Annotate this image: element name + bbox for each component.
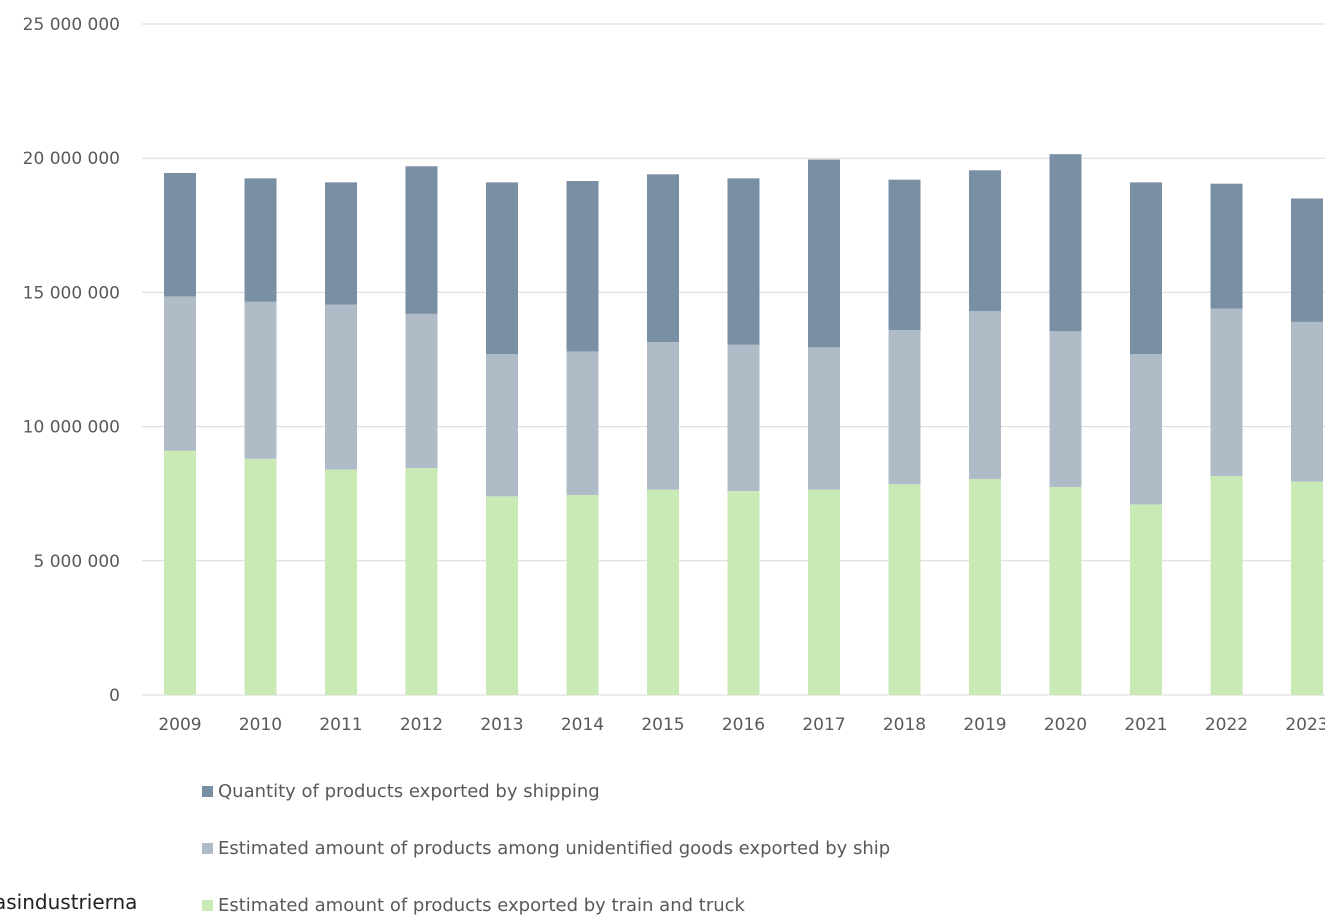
bar-segment — [1291, 321, 1323, 482]
x-tick-label: 2011 — [319, 715, 362, 735]
bar-segment — [888, 179, 921, 330]
x-tick-label: 2013 — [480, 715, 523, 735]
y-tick-label: 0 — [109, 686, 120, 706]
bar-segment — [325, 182, 357, 305]
y-tick-label: 15 000 000 — [23, 283, 120, 303]
x-tick-label: 2021 — [1124, 715, 1167, 735]
bar-segment — [1291, 481, 1323, 695]
bar-segment — [808, 159, 840, 348]
x-tick-label: 2019 — [963, 715, 1006, 735]
bar-segment — [969, 170, 1001, 312]
bar-segment — [1210, 183, 1243, 309]
legend-item: Estimated amount of products exported by… — [202, 891, 1202, 919]
bar-segment — [1130, 354, 1162, 505]
bar-segment — [1049, 331, 1082, 487]
x-tick-label: 2012 — [400, 715, 443, 735]
bar-segment — [888, 329, 921, 485]
bar-segment — [647, 174, 679, 343]
bar-segment — [486, 354, 518, 497]
bar-segment — [405, 313, 438, 469]
bar-segment — [164, 296, 196, 451]
legend-swatch — [202, 899, 213, 911]
bar-segment — [244, 301, 277, 459]
bar-segment — [1210, 308, 1243, 477]
legend: Quantity of products exported by shippin… — [202, 777, 1202, 919]
bar-segment — [164, 450, 196, 695]
y-tick-label: 5 000 000 — [33, 552, 120, 572]
bar-segment — [727, 344, 760, 492]
y-tick-label: 20 000 000 — [23, 149, 120, 169]
x-tick-label: 2009 — [158, 715, 201, 735]
bar-segment — [647, 342, 679, 490]
bar-segment — [969, 311, 1001, 479]
bar-segment — [325, 304, 357, 470]
x-tick-label: 2020 — [1044, 715, 1087, 735]
bar-segment — [969, 478, 1001, 695]
bar-segment — [405, 166, 438, 314]
source-text: asindustrierna — [0, 890, 138, 914]
x-tick-label: 2018 — [883, 715, 926, 735]
bar-segment — [1130, 504, 1162, 695]
bar-segment — [405, 468, 438, 695]
legend-swatch — [202, 785, 213, 797]
bar-segment — [647, 489, 679, 695]
x-axis-tick-labels: 2009 2010 2011 2012 2013 2014 2015 2016 2017 2018… — [158, 715, 1325, 735]
bar-segment — [244, 458, 277, 695]
y-tick-label: 25 000 000 — [23, 15, 120, 35]
bar-segment — [727, 491, 760, 695]
x-tick-label: 2014 — [561, 715, 604, 735]
bar-segment — [566, 181, 599, 352]
bar-segment — [1210, 476, 1243, 695]
bar-segment — [888, 484, 921, 695]
bar-segment — [566, 351, 599, 496]
bar-segment — [808, 347, 840, 490]
bar-segment — [486, 182, 518, 355]
legend-item: Quantity of products exported by shippin… — [202, 777, 1202, 805]
x-tick-label: 2017 — [802, 715, 845, 735]
x-tick-label: 2016 — [722, 715, 765, 735]
bar-segment — [164, 172, 196, 297]
bar-segment — [325, 469, 357, 695]
bar-segment — [486, 496, 518, 695]
bar-segment — [727, 178, 760, 345]
legend-label: Quantity of products exported by shippin… — [218, 780, 600, 802]
x-tick-label: 2022 — [1205, 715, 1248, 735]
legend-swatch — [202, 842, 213, 854]
legend-label: Estimated amount of products among unide… — [218, 837, 891, 859]
x-tick-label: 2023 — [1285, 715, 1325, 735]
bar-segment — [1130, 182, 1162, 355]
bar-segment — [566, 495, 599, 695]
stacked-bar-chart: 0 5 000 000 10 000 000 15 000 000 20 000 000… — [23, 15, 1325, 735]
bar-segment — [1049, 154, 1082, 332]
bar-segment — [1291, 198, 1323, 322]
bar-segment — [808, 489, 840, 695]
bar-segment — [1049, 486, 1082, 695]
y-axis-tick-labels: 0 5 000 000 10 000 000 15 000 000 20 000 000… — [23, 15, 120, 706]
bar-segment — [244, 178, 277, 302]
legend-item: Estimated amount of products among unide… — [202, 834, 1202, 862]
x-tick-label: 2010 — [239, 715, 282, 735]
legend-label: Estimated amount of products exported by… — [218, 894, 745, 916]
bars — [164, 154, 1323, 695]
x-tick-label: 2015 — [641, 715, 684, 735]
y-tick-label: 10 000 000 — [23, 418, 120, 438]
